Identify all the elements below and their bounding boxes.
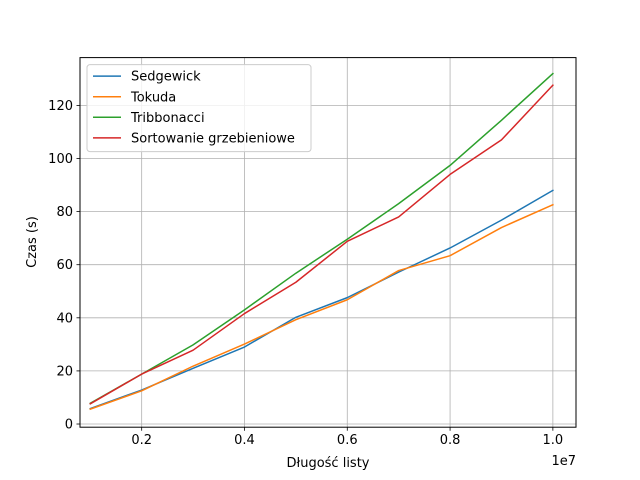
series-line bbox=[89, 72, 554, 405]
x-tick-label: 0.2 bbox=[131, 433, 152, 448]
plot-frame bbox=[79, 57, 577, 428]
x-axis-label: Długość listy bbox=[287, 456, 370, 471]
grid bbox=[80, 57, 576, 428]
legend-label: Sortowanie grzebieniowe bbox=[131, 132, 295, 147]
y-tick-label: 80 bbox=[56, 205, 73, 220]
legend-box bbox=[86, 64, 312, 153]
x-axis-offset-label: 1e7 bbox=[551, 454, 576, 469]
y-tick-label: 120 bbox=[48, 99, 73, 114]
axis-ticks: 0.2 0.4 0.6 0.8 1.0 0 20 40 60 80 100 120 bbox=[48, 99, 563, 448]
series-lines bbox=[89, 72, 554, 411]
series-line bbox=[89, 203, 554, 411]
y-tick-label: 40 bbox=[56, 311, 73, 326]
y-tick-label: 20 bbox=[56, 364, 73, 379]
legend-label: Tokuda bbox=[130, 90, 176, 105]
x-tick-label: 1.0 bbox=[543, 433, 564, 448]
series-line bbox=[89, 84, 554, 405]
x-tick-label: 0.4 bbox=[234, 433, 255, 448]
x-tick-label: 0.6 bbox=[337, 433, 358, 448]
legend-label: Sedgewick bbox=[131, 70, 201, 85]
x-tick-label: 0.8 bbox=[440, 433, 461, 448]
y-tick-label: 0 bbox=[65, 418, 73, 433]
legend: Sedgewick Tokuda Tribbonacci Sortowanie grz… bbox=[86, 64, 312, 153]
y-tick-label: 60 bbox=[56, 258, 73, 273]
y-tick-label: 100 bbox=[48, 152, 73, 167]
legend-label: Tribbonacci bbox=[130, 111, 205, 126]
y-axis-label: Czas (s) bbox=[25, 216, 40, 268]
